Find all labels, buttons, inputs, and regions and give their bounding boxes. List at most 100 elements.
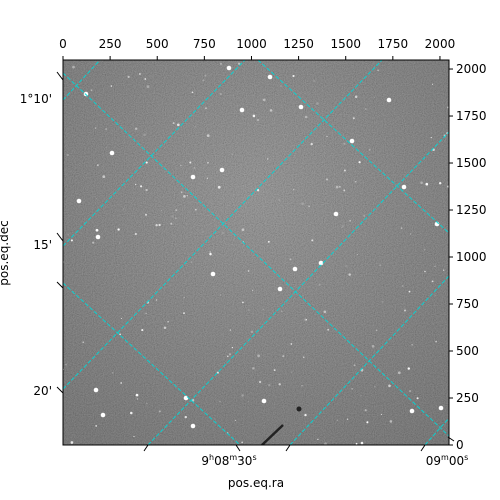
dark-streak [261, 424, 284, 445]
star [408, 290, 411, 293]
star [247, 309, 250, 311]
dec-axis: 1°10' 15' 20' [20, 71, 64, 398]
star [423, 248, 426, 251]
star [96, 197, 98, 200]
star [155, 299, 158, 301]
star [171, 215, 174, 218]
star [279, 85, 283, 88]
star [120, 317, 122, 320]
star [425, 182, 429, 186]
star [67, 233, 69, 235]
star [193, 65, 195, 67]
star [220, 63, 222, 65]
dec-tick-label: 1°10' [20, 92, 52, 106]
star [341, 227, 343, 229]
star [180, 164, 182, 166]
star [311, 239, 314, 242]
star [316, 102, 319, 105]
star [407, 367, 410, 370]
star [364, 409, 367, 412]
dec-tick-label: 15' [33, 238, 52, 252]
star [219, 294, 222, 296]
star [145, 312, 147, 315]
star [209, 252, 212, 256]
star [117, 228, 120, 231]
star [305, 319, 307, 321]
y-tick-label: 1500 [456, 156, 487, 170]
star [375, 329, 378, 332]
star [400, 227, 403, 230]
y-pixel-axis: 0 250 500 750 1000 1250 1500 1750 2000 [449, 62, 487, 452]
star [388, 384, 391, 388]
star [136, 398, 139, 400]
star [183, 195, 186, 198]
star [202, 79, 205, 82]
star [431, 280, 434, 283]
bright-star [292, 266, 298, 272]
star [219, 92, 222, 96]
star [214, 418, 216, 420]
star [111, 371, 114, 374]
star-field [63, 62, 449, 445]
star [424, 270, 426, 273]
star [348, 273, 351, 276]
star [195, 209, 197, 211]
bright-star [267, 74, 273, 80]
star [206, 134, 210, 137]
bright-star [100, 412, 106, 418]
x-tick-label: 1750 [378, 37, 409, 51]
star [90, 89, 93, 92]
star [354, 95, 358, 99]
star [313, 79, 316, 83]
dec-tick-label: 20' [33, 384, 52, 398]
star [144, 213, 148, 216]
star [278, 383, 281, 386]
star [409, 390, 412, 393]
star [180, 191, 183, 193]
coordinate-grid [63, 60, 449, 445]
star [237, 186, 239, 188]
star [292, 188, 295, 191]
star [65, 363, 67, 366]
x-tick-label: 1250 [283, 37, 314, 51]
star [357, 254, 359, 256]
star [257, 354, 260, 358]
star [389, 420, 393, 423]
star [127, 75, 130, 78]
star [327, 328, 330, 331]
bright-star [219, 167, 225, 173]
star [237, 62, 241, 65]
dec-tick-mark [56, 232, 64, 242]
ra-tick-mark [235, 444, 241, 452]
star [343, 169, 346, 172]
star [145, 161, 148, 164]
star [158, 223, 161, 227]
x-tick-label: 250 [99, 37, 122, 51]
star [373, 96, 375, 99]
ra-tick-mark [420, 444, 426, 452]
star [403, 309, 407, 312]
star [172, 122, 175, 125]
star [291, 371, 293, 373]
star [273, 369, 276, 371]
star [194, 126, 196, 128]
star [411, 343, 413, 346]
star [345, 265, 347, 267]
star [229, 353, 231, 356]
star [186, 195, 188, 197]
star [102, 175, 106, 179]
star [135, 183, 137, 186]
star [135, 393, 139, 397]
star [176, 123, 180, 127]
dec-tick-mark [56, 281, 64, 289]
star [301, 385, 303, 387]
star [144, 78, 147, 80]
grid-line [63, 72, 449, 437]
ra-tick-label: 9h08m30s [201, 453, 256, 468]
star [66, 153, 69, 157]
star [292, 74, 295, 78]
star [231, 346, 234, 349]
star [70, 441, 74, 444]
bright-star [333, 211, 339, 217]
grid-line [63, 60, 383, 390]
